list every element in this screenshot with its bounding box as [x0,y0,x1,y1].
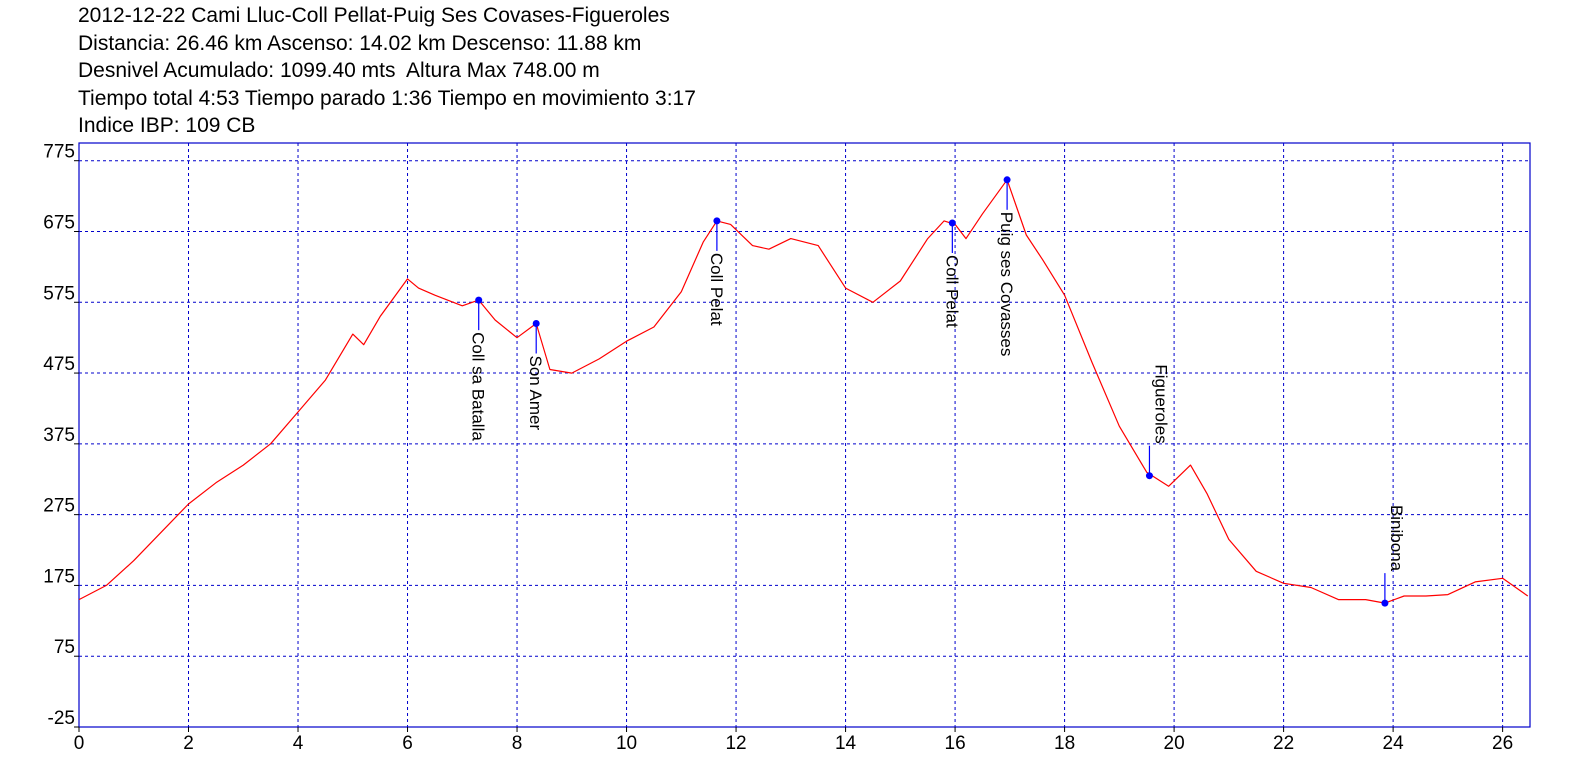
header-line-5: Indice IBP: 109 CB [78,114,256,138]
chart-header: 2012-12-22 Cami Lluc-Coll Pellat-Puig Se… [78,2,696,140]
waypoint-label-0: Coll sa Batalla [469,332,488,441]
x-tick-label-3: 6 [402,733,413,754]
plot-frame [78,142,1531,728]
header-line-3: Desnivel Acumulado: 1099.40 mts Altura M… [78,59,600,83]
y-tick-label-0: -25 [48,708,75,729]
waypoint-label-6: Binibona [1387,505,1406,572]
y-tick-label-2: 175 [43,566,75,587]
waypoint-marker-1 [532,320,540,328]
x-tick-label-10: 20 [1164,733,1185,754]
y-tick-label-5: 475 [43,354,75,375]
x-tick-label-5: 10 [616,733,637,754]
waypoint-label-1: Son Amer [526,356,545,431]
header-line-4: Tiempo total 4:53 Tiempo parado 1:36 Tie… [78,86,696,110]
waypoint-label-4: Puig ses Covasses [997,212,1016,357]
x-tick-label-1: 2 [183,733,194,754]
waypoint-label-2: Coll Pelat [707,253,726,326]
y-tick-label-4: 375 [43,425,75,446]
x-tick-label-6: 12 [725,733,746,754]
y-tick-label-8: 775 [43,142,75,163]
waypoint-marker-6 [1381,599,1389,607]
x-tick-label-9: 18 [1054,733,1075,754]
x-tick-label-2: 4 [293,733,304,754]
waypoint-label-3: Coll Pelat [942,255,961,328]
y-tick-label-3: 275 [43,496,75,517]
x-tick-label-0: 0 [74,733,85,754]
waypoint-label-5: Figueroles [1151,364,1170,443]
y-tick-label-7: 675 [43,212,75,233]
x-tick-label-7: 14 [835,733,857,754]
y-tick-label-6: 575 [43,283,75,304]
waypoint-marker-5 [1145,472,1153,480]
waypoint-marker-2 [713,217,721,225]
waypoint-marker-3 [948,219,956,227]
x-tick-label-13: 26 [1492,733,1513,754]
waypoint-marker-4 [1003,176,1011,184]
x-tick-label-11: 22 [1273,733,1294,754]
y-tick-label-1: 75 [54,637,75,658]
elevation-profile-line [78,179,1529,604]
x-tick-label-4: 8 [512,733,523,754]
header-line-2: Distancia: 26.46 km Ascenso: 14.02 km De… [78,31,642,55]
waypoint-marker-0 [475,296,483,304]
x-tick-label-12: 24 [1383,733,1405,754]
x-tick-label-8: 16 [945,733,966,754]
header-line-1: 2012-12-22 Cami Lluc-Coll Pellat-Puig Se… [78,4,670,27]
